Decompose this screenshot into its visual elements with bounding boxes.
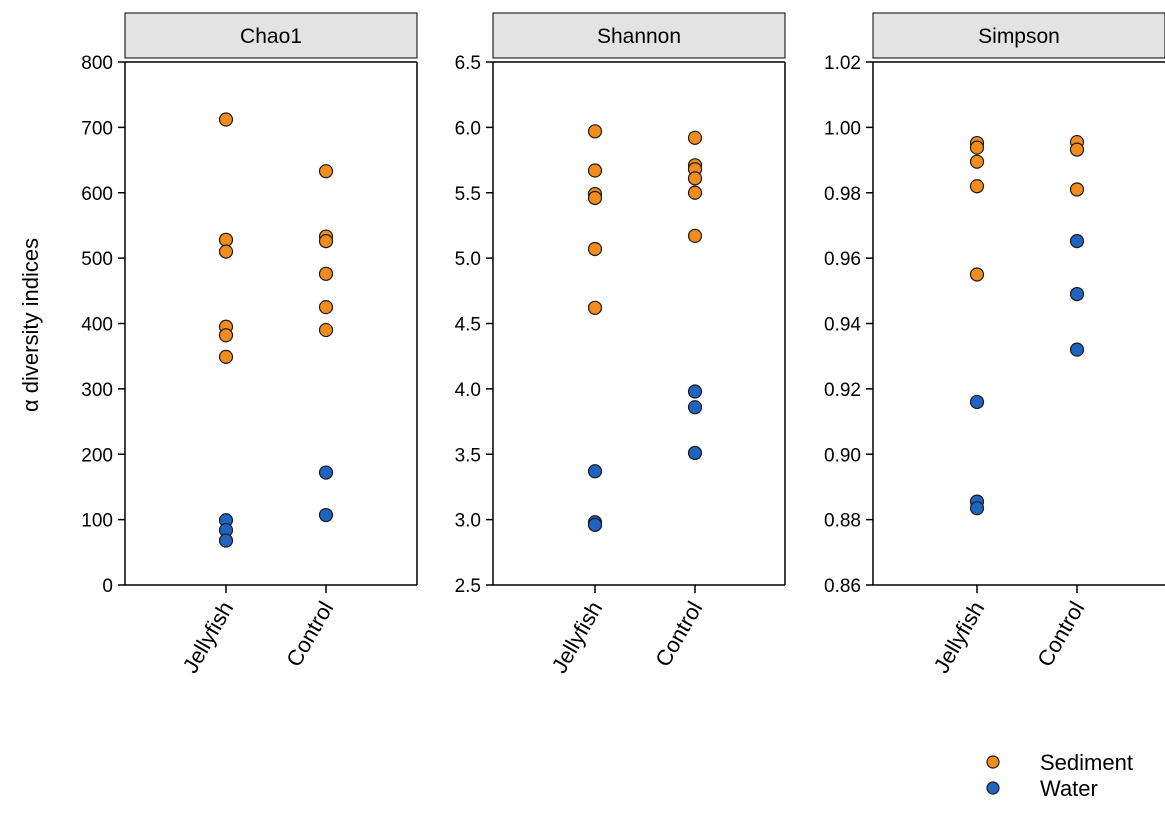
x-tick-label-jellyfish: Jellyfish bbox=[547, 597, 608, 677]
y-tick-label: 1.00 bbox=[824, 118, 861, 139]
y-tick-label: 0.88 bbox=[824, 511, 861, 532]
point-sediment-jellyfish bbox=[969, 154, 985, 169]
point-sediment-jellyfish bbox=[218, 244, 234, 259]
point-water-jellyfish bbox=[969, 501, 985, 516]
point-sediment-jellyfish bbox=[969, 140, 985, 155]
point-sediment-jellyfish bbox=[969, 179, 985, 194]
point-sediment-control bbox=[687, 171, 703, 186]
point-water-control bbox=[687, 384, 703, 399]
y-tick-label: 6.0 bbox=[455, 118, 481, 139]
point-sediment-jellyfish bbox=[587, 241, 603, 257]
panel-strip bbox=[124, 12, 418, 59]
point-water-control bbox=[1069, 286, 1085, 302]
y-tick-label: 1.02 bbox=[824, 53, 861, 74]
x-tick-label-jellyfish: Jellyfish bbox=[929, 597, 990, 677]
x-tick-label-control: Control bbox=[650, 597, 707, 671]
y-tick-label: 0.92 bbox=[824, 380, 861, 401]
point-sediment-jellyfish bbox=[587, 190, 603, 206]
point-sediment-jellyfish bbox=[218, 112, 234, 127]
y-tick-label: 3.0 bbox=[455, 511, 481, 532]
point-sediment-control bbox=[318, 234, 334, 249]
legend-label-water: Water bbox=[1040, 776, 1098, 801]
point-sediment-control bbox=[318, 300, 334, 315]
point-water-control bbox=[318, 465, 334, 480]
point-sediment-control bbox=[687, 185, 703, 200]
y-tick-label: 400 bbox=[81, 315, 113, 336]
point-sediment-jellyfish bbox=[218, 328, 234, 343]
point-sediment-jellyfish bbox=[587, 124, 603, 139]
point-water-jellyfish bbox=[218, 533, 234, 548]
point-water-jellyfish bbox=[587, 464, 603, 479]
y-tick-label: 6.5 bbox=[455, 53, 481, 74]
point-water-control bbox=[318, 507, 334, 523]
point-sediment-jellyfish bbox=[587, 163, 603, 178]
point-sediment-control bbox=[318, 322, 334, 338]
y-tick-label: 4.0 bbox=[455, 380, 481, 401]
x-tick-label-control: Control bbox=[1032, 597, 1089, 671]
y-tick-label: 0 bbox=[102, 576, 113, 597]
panel-chao1: Chao1 0 100 200 300 400 500 600 700 800 Jellyfish C… bbox=[81, 12, 418, 677]
point-sediment-jellyfish bbox=[587, 300, 603, 315]
y-tick-label: 0.90 bbox=[824, 445, 861, 466]
point-sediment-control bbox=[318, 266, 334, 281]
y-tick-label: 0.96 bbox=[824, 249, 861, 270]
y-tick-label: 3.5 bbox=[455, 445, 481, 466]
y-tick-label: 0.98 bbox=[824, 184, 861, 205]
legend-marker-water bbox=[986, 781, 1000, 795]
y-tick-label: 5.5 bbox=[455, 184, 481, 205]
legend-label-sediment: Sediment bbox=[1040, 750, 1133, 775]
panel-strip bbox=[492, 12, 786, 59]
point-sediment-control bbox=[687, 130, 703, 145]
panel-shannon: Shannon 2.5 3.0 3.5 4.0 4.5 5.0 5.5 6.0 6.5 Jellyf… bbox=[455, 12, 786, 677]
y-tick-label: 0.94 bbox=[824, 315, 861, 336]
point-sediment-jellyfish bbox=[969, 267, 985, 282]
point-sediment-control bbox=[687, 228, 703, 243]
panels: Chao1 0 100 200 300 400 500 600 700 800 Jellyfish C… bbox=[81, 12, 1165, 677]
y-tick-label: 700 bbox=[81, 118, 113, 139]
point-water-control bbox=[1069, 234, 1085, 249]
point-water-control bbox=[687, 445, 703, 461]
point-sediment-control bbox=[1069, 142, 1085, 157]
panel-title: Chao1 bbox=[240, 25, 302, 48]
y-tick-label: 100 bbox=[81, 511, 113, 532]
point-water-control bbox=[1069, 342, 1085, 357]
y-tick-label: 2.5 bbox=[455, 576, 481, 597]
panel-title: Simpson bbox=[978, 25, 1060, 48]
panel-title: Shannon bbox=[597, 25, 681, 48]
y-tick-label: 500 bbox=[81, 249, 113, 270]
point-water-jellyfish bbox=[587, 517, 603, 532]
point-sediment-jellyfish bbox=[218, 349, 234, 364]
y-tick-label: 200 bbox=[81, 445, 113, 466]
y-tick-label: 5.0 bbox=[455, 249, 481, 270]
panel-simpson: Simpson 0.86 0.88 0.90 0.92 0.94 0.96 0.98 1.00 1… bbox=[824, 12, 1165, 677]
x-tick-label-jellyfish: Jellyfish bbox=[178, 597, 239, 677]
panel-strip bbox=[872, 12, 1165, 59]
y-axis-label: α diversity indices bbox=[18, 238, 43, 412]
point-water-jellyfish bbox=[969, 394, 985, 410]
point-sediment-control bbox=[1069, 182, 1085, 197]
x-tick-label-control: Control bbox=[281, 597, 338, 671]
point-water-control bbox=[687, 400, 703, 415]
legend-marker-sediment bbox=[986, 755, 1000, 769]
y-tick-label: 300 bbox=[81, 380, 113, 401]
point-sediment-control bbox=[318, 164, 334, 179]
y-tick-label: 4.5 bbox=[455, 315, 481, 336]
y-tick-label: 800 bbox=[81, 53, 113, 74]
point-sediment-jellyfish bbox=[218, 232, 234, 247]
y-tick-label: 600 bbox=[81, 184, 113, 205]
y-tick-label: 0.86 bbox=[824, 576, 861, 597]
